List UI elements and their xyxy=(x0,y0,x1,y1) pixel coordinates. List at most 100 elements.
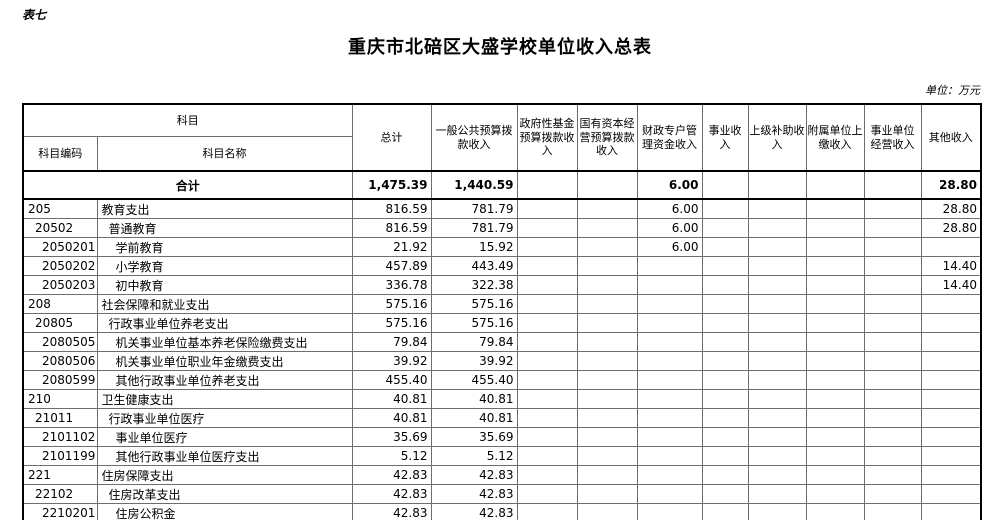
value-cell: 575.16 xyxy=(430,294,518,314)
subject-code-cell: 2101199 xyxy=(22,446,98,466)
header-value-col: 上级补助收入 xyxy=(747,103,807,172)
value-cell: 40.81 xyxy=(430,389,518,409)
header-value-col: 事业收入 xyxy=(701,103,749,172)
value-cell xyxy=(920,237,982,257)
value-cell xyxy=(863,408,922,428)
value-cell xyxy=(863,313,922,333)
value-cell: 443.49 xyxy=(430,256,518,276)
value-cell xyxy=(636,446,703,466)
value-cell xyxy=(805,427,865,447)
value-cell xyxy=(516,256,578,276)
subject-name-cell: 住房保障支出 xyxy=(96,465,353,485)
subject-name-cell: 学前教育 xyxy=(96,237,353,257)
value-cell xyxy=(805,332,865,352)
value-cell xyxy=(805,408,865,428)
total-value-cell xyxy=(863,170,922,200)
header-value-col: 一般公共预算拨款收入 xyxy=(430,103,518,172)
value-cell xyxy=(747,275,807,295)
value-cell xyxy=(636,313,703,333)
value-cell: 816.59 xyxy=(351,198,432,219)
value-cell xyxy=(516,370,578,390)
value-cell xyxy=(701,427,749,447)
value-cell xyxy=(701,332,749,352)
table-row: 2101102 事业单位医疗 35.69 35.69 xyxy=(22,427,982,447)
value-cell xyxy=(636,275,703,295)
value-cell xyxy=(576,218,638,238)
subject-code-cell: 2210201 xyxy=(22,503,98,520)
value-cell xyxy=(516,389,578,409)
value-cell xyxy=(920,370,982,390)
total-value-cell xyxy=(805,170,865,200)
table-row: 210 卫生健康支出 40.81 40.81 xyxy=(22,389,982,409)
value-cell xyxy=(920,389,982,409)
value-cell xyxy=(701,198,749,219)
value-cell xyxy=(747,427,807,447)
value-cell xyxy=(516,446,578,466)
table-row: 2050202 小学教育 457.89 443.49 14.40 xyxy=(22,256,982,276)
value-cell xyxy=(576,332,638,352)
subject-code-cell: 22102 xyxy=(22,484,98,504)
value-cell xyxy=(863,446,922,466)
subject-code-cell: 2050201 xyxy=(22,237,98,257)
value-cell xyxy=(701,237,749,257)
total-row: 合计 1,475.39 1,440.59 6.00 28.80 xyxy=(22,170,982,200)
value-cell xyxy=(805,389,865,409)
value-cell: 39.92 xyxy=(351,351,432,371)
header-subject-name: 科目名称 xyxy=(96,136,353,172)
table-row: 2210201 住房公积金 42.83 42.83 xyxy=(22,503,982,520)
subject-code-cell: 2080505 xyxy=(22,332,98,352)
value-cell: 6.00 xyxy=(636,237,703,257)
value-cell xyxy=(516,332,578,352)
value-cell: 6.00 xyxy=(636,198,703,219)
subject-code-cell: 21011 xyxy=(22,408,98,428)
table-row: 21011 行政事业单位医疗 40.81 40.81 xyxy=(22,408,982,428)
header-subject: 科目 xyxy=(22,103,353,137)
value-cell xyxy=(701,484,749,504)
value-cell xyxy=(636,351,703,371)
table-row: 2080505 机关事业单位基本养老保险缴费支出 79.84 79.84 xyxy=(22,332,982,352)
value-cell xyxy=(516,484,578,504)
value-cell xyxy=(576,237,638,257)
value-cell xyxy=(863,294,922,314)
value-cell: 42.83 xyxy=(430,465,518,485)
subject-code-cell: 2101102 xyxy=(22,427,98,447)
value-cell xyxy=(920,332,982,352)
value-cell xyxy=(920,503,982,520)
value-cell: 455.40 xyxy=(351,370,432,390)
value-cell xyxy=(516,313,578,333)
subject-name-cell: 其他行政事业单位医疗支出 xyxy=(96,446,353,466)
value-cell: 40.81 xyxy=(351,389,432,409)
value-cell xyxy=(863,218,922,238)
value-cell xyxy=(516,218,578,238)
header-value-col: 附属单位上缴收入 xyxy=(805,103,865,172)
value-cell xyxy=(576,408,638,428)
value-cell xyxy=(805,198,865,219)
value-cell xyxy=(747,332,807,352)
value-cell xyxy=(516,408,578,428)
value-cell xyxy=(636,256,703,276)
value-cell xyxy=(805,313,865,333)
value-cell: 5.12 xyxy=(430,446,518,466)
value-cell xyxy=(805,275,865,295)
value-cell xyxy=(636,294,703,314)
value-cell xyxy=(701,465,749,485)
value-cell xyxy=(747,446,807,466)
table-row: 2080506 机关事业单位职业年金缴费支出 39.92 39.92 xyxy=(22,351,982,371)
table-row: 2050203 初中教育 336.78 322.38 14.40 xyxy=(22,275,982,295)
value-cell xyxy=(576,465,638,485)
value-cell: 575.16 xyxy=(351,294,432,314)
value-cell: 35.69 xyxy=(351,427,432,447)
table-row: 20805 行政事业单位养老支出 575.16 575.16 xyxy=(22,313,982,333)
table-row: 2080599 其他行政事业单位养老支出 455.40 455.40 xyxy=(22,370,982,390)
value-cell xyxy=(747,503,807,520)
header-value-col: 政府性基金预算拨款收入 xyxy=(516,103,578,172)
value-cell: 40.81 xyxy=(430,408,518,428)
value-cell xyxy=(920,408,982,428)
value-cell: 457.89 xyxy=(351,256,432,276)
value-cell: 5.12 xyxy=(351,446,432,466)
subject-name-cell: 住房改革支出 xyxy=(96,484,353,504)
value-cell xyxy=(516,427,578,447)
value-cell xyxy=(636,427,703,447)
subject-name-cell: 小学教育 xyxy=(96,256,353,276)
value-cell xyxy=(516,198,578,219)
